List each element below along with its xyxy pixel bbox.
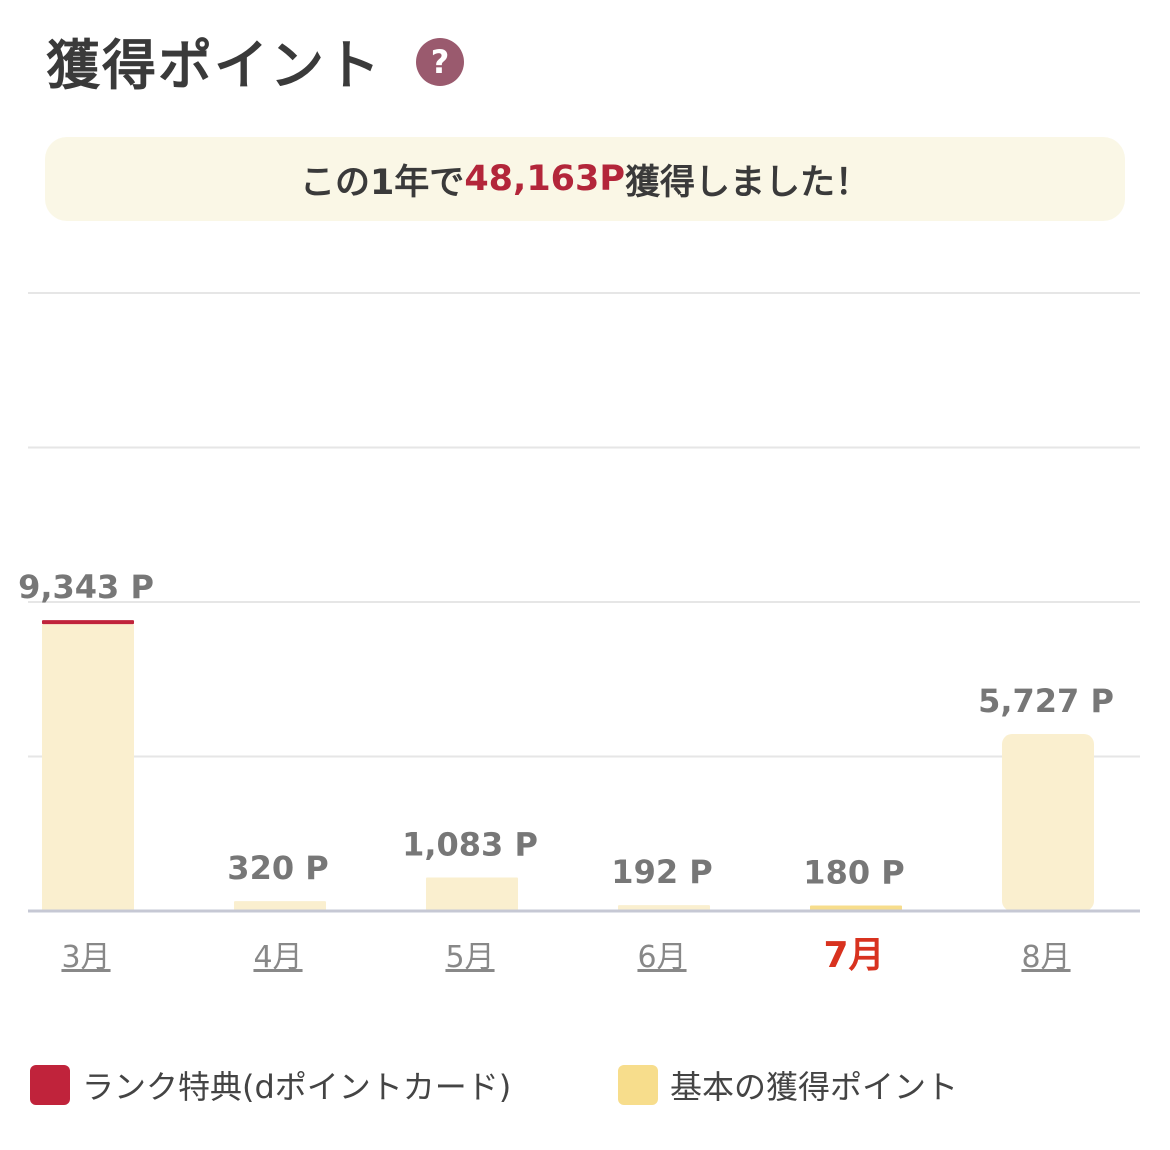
bar-basic[interactable]: [42, 624, 134, 911]
bar-basic[interactable]: [426, 877, 518, 911]
legend-swatch: [618, 1065, 658, 1105]
month-tab[interactable]: 7月: [823, 935, 884, 976]
bar-value-label: 1,083 P: [402, 826, 538, 864]
help-icon[interactable]: ?: [416, 38, 464, 86]
bar-value-label: 180 P: [803, 853, 904, 891]
month-tab[interactable]: 6月: [637, 940, 686, 975]
summary-prefix: この1年で: [299, 162, 465, 203]
month-tab[interactable]: 3月: [61, 940, 110, 975]
legend-label: ランク特典(dポイントカード): [82, 1068, 512, 1106]
bar-value-label: 9,343 P: [18, 568, 154, 606]
annual-summary-banner: この1年で 48,163P 獲得しました！: [45, 137, 1125, 221]
legend-label: 基本の獲得ポイント: [670, 1068, 959, 1106]
bar-rank[interactable]: [42, 620, 134, 625]
chart-legend: ランク特典(dポイントカード) 基本の獲得ポイント: [0, 1062, 1170, 1106]
header: 獲得ポイント ?: [46, 28, 464, 97]
bar-value-label: 5,727 P: [978, 682, 1114, 720]
bar-basic[interactable]: [1002, 734, 1094, 911]
month-tab[interactable]: 8月: [1021, 940, 1070, 975]
legend-item: 基本の獲得ポイント: [618, 1062, 958, 1108]
page-title: 獲得ポイント: [46, 33, 382, 97]
bar-value-label: 320 P: [227, 849, 328, 887]
legend-swatch: [30, 1065, 70, 1105]
monthly-points-chart: 9,343 P 3月 320 P 4月 1,083 P 5月 192 P 6月 180 P 7月 5…: [18, 292, 1140, 976]
bar-value-label: 192 P: [611, 853, 712, 891]
bar-basic[interactable]: [234, 901, 326, 911]
month-tab[interactable]: 4月: [253, 940, 302, 975]
month-tab[interactable]: 5月: [445, 940, 494, 975]
legend-item: ランク特典(dポイントカード): [30, 1062, 511, 1108]
summary-points: 48,163P: [464, 159, 626, 199]
summary-suffix: 獲得しました！: [625, 162, 871, 203]
